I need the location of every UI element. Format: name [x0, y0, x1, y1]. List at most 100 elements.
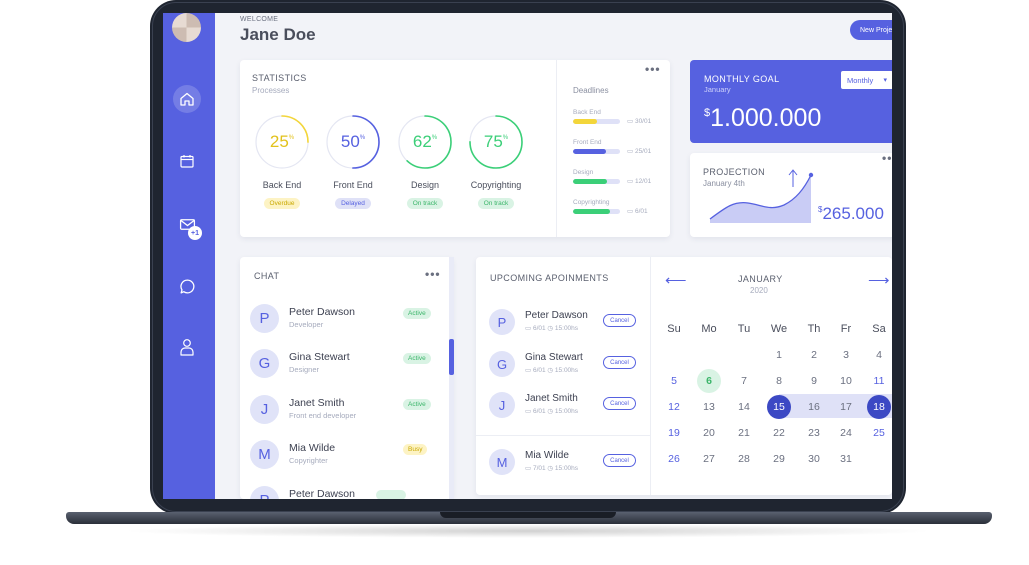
sidebar-item-messages[interactable] — [173, 272, 201, 300]
deadline-label: Copyrighting — [573, 199, 610, 206]
sidebar-item-calendar[interactable] — [173, 147, 201, 175]
calendar-day[interactable]: 2 — [811, 349, 817, 361]
progress-ring: 50% — [325, 114, 381, 170]
calendar-day[interactable]: 15 — [767, 395, 791, 419]
deadline-date: ▭ 25/01 — [627, 147, 651, 155]
deadline-row: Design ▭ 12/01 — [573, 169, 663, 185]
chat-list-item[interactable]: P Peter Dawson — [250, 484, 440, 499]
stat-value: 50 — [340, 132, 360, 151]
calendar-day[interactable]: 17 — [840, 401, 852, 413]
appointment-name: Janet Smith — [525, 393, 578, 404]
cancel-appointment-button[interactable]: Cancel — [603, 356, 636, 369]
calendar-day[interactable]: 18 — [867, 395, 891, 419]
appointment-date: 6/01 — [532, 408, 546, 415]
appointment-item: G Gina Stewart ▭ 6/01 ◷ 15:00hs Cancel — [489, 349, 639, 383]
monthly-goal-title: MONTHLY GOAL — [704, 74, 780, 84]
monthly-goal-subtitle: January — [704, 85, 731, 94]
calendar-day[interactable]: 6 — [697, 369, 721, 393]
cancel-appointment-button[interactable]: Cancel — [603, 397, 636, 410]
calendar-day[interactable]: 14 — [738, 401, 750, 413]
appointment-name: Peter Dawson — [525, 310, 588, 321]
calendar-prev-button[interactable]: ⟵ — [665, 272, 687, 289]
stat-item: 62% Design On track — [390, 114, 460, 210]
calendar-next-button[interactable]: ⟶ — [868, 272, 890, 289]
appointment-date: 6/01 — [532, 325, 546, 332]
stat-unit: % — [359, 135, 366, 141]
calendar-day[interactable]: 26 — [668, 453, 680, 465]
calendar-day[interactable]: 3 — [843, 349, 849, 361]
calendar-icon — [180, 155, 194, 168]
calendar-weekday: Fr — [840, 323, 852, 335]
deadline-row: Copyrighting ▭ 6/01 — [573, 199, 663, 215]
calendar-day[interactable]: 21 — [738, 427, 750, 439]
chat-contact-name: Peter Dawson — [289, 306, 355, 318]
appointment-date: 7/01 — [532, 465, 546, 472]
projection-currency: $ — [818, 205, 823, 214]
avatar: J — [489, 392, 515, 418]
chat-list-item[interactable]: J Janet Smith Front end developer Active — [250, 393, 440, 427]
calendar-month: JANUARY — [738, 274, 783, 284]
chat-contact-role: Designer — [289, 365, 320, 374]
mail-icon — [179, 218, 195, 230]
calendar-weekday: Th — [807, 323, 821, 335]
chat-scrollbar-track[interactable] — [449, 257, 454, 499]
calendar-day[interactable]: 10 — [840, 375, 852, 387]
calendar-day[interactable]: 20 — [703, 427, 715, 439]
cancel-appointment-button[interactable]: Cancel — [603, 454, 636, 467]
projection-menu-button[interactable]: ••• — [882, 151, 892, 165]
calendar-weekday: Mo — [701, 323, 717, 335]
progress-ring: 25% — [254, 114, 310, 170]
stat-item: 25% Back End Overdue — [247, 114, 317, 210]
calendar-day[interactable]: 25 — [873, 427, 885, 439]
app-screen: +1 WELCOME Jane Doe New Project STATISTI… — [163, 13, 892, 499]
calendar-day[interactable]: 29 — [773, 453, 785, 465]
sidebar-item-home[interactable] — [173, 85, 201, 113]
goal-amount-value: 1.000.000 — [710, 104, 822, 132]
projection-amount-value: 265.000 — [822, 204, 884, 223]
calendar-day[interactable]: 11 — [873, 375, 885, 387]
chat-menu-button[interactable]: ••• — [425, 267, 441, 281]
stat-item: 50% Front End Delayed — [318, 114, 388, 210]
new-project-button[interactable]: New Project — [850, 20, 892, 40]
calendar-day[interactable]: 22 — [773, 427, 785, 439]
calendar-day[interactable]: 19 — [668, 427, 680, 439]
chat-scrollbar-thumb[interactable] — [449, 339, 454, 375]
calendar-day[interactable]: 31 — [840, 453, 852, 465]
avatar: G — [489, 351, 515, 377]
calendar-day[interactable]: 16 — [808, 401, 820, 413]
calendar-day[interactable]: 5 — [671, 375, 677, 387]
calendar-day[interactable]: 27 — [703, 453, 715, 465]
chat-list-item[interactable]: M Mia Wilde Copyrighter Busy — [250, 438, 440, 472]
period-select[interactable]: Monthly ▾ — [841, 71, 892, 89]
monthly-goal-amount: $1.000.000 — [704, 104, 821, 133]
calendar-day[interactable]: 8 — [776, 375, 782, 387]
sidebar-item-mail[interactable]: +1 — [173, 210, 202, 240]
calendar-day[interactable]: 12 — [668, 401, 680, 413]
calendar-day[interactable]: 28 — [738, 453, 750, 465]
sidebar-item-profile[interactable] — [173, 333, 201, 361]
calendar-year: 2020 — [750, 286, 768, 295]
deadline-date: ▭ 12/01 — [627, 177, 651, 185]
deadlines-menu-button[interactable]: ••• — [645, 62, 661, 76]
deadline-date: ▭ 30/01 — [627, 117, 651, 125]
projection-subtitle: January 4th — [703, 179, 745, 188]
chat-list-item[interactable]: P Peter Dawson Developer Active — [250, 302, 440, 336]
cancel-appointment-button[interactable]: Cancel — [603, 314, 636, 327]
laptop-bezel — [152, 2, 904, 512]
chat-contact-name: Peter Dawson — [289, 488, 355, 499]
stat-label: Design — [410, 180, 439, 190]
calendar-day[interactable]: 13 — [703, 401, 715, 413]
chat-list-item[interactable]: G Gina Stewart Designer Active — [250, 347, 440, 381]
stat-label: Copyrighting — [470, 180, 522, 190]
calendar-day[interactable]: 30 — [808, 453, 820, 465]
status-badge: On track — [406, 198, 444, 209]
mail-badge: +1 — [188, 226, 202, 240]
calendar-day[interactable]: 23 — [808, 427, 820, 439]
calendar-day[interactable]: 7 — [741, 375, 747, 387]
deadlines-divider — [556, 60, 557, 237]
calendar-day[interactable]: 1 — [776, 349, 782, 361]
calendar-day[interactable]: 4 — [876, 349, 882, 361]
avatar[interactable] — [172, 13, 201, 42]
calendar-day[interactable]: 24 — [840, 427, 852, 439]
calendar-day[interactable]: 9 — [811, 375, 817, 387]
